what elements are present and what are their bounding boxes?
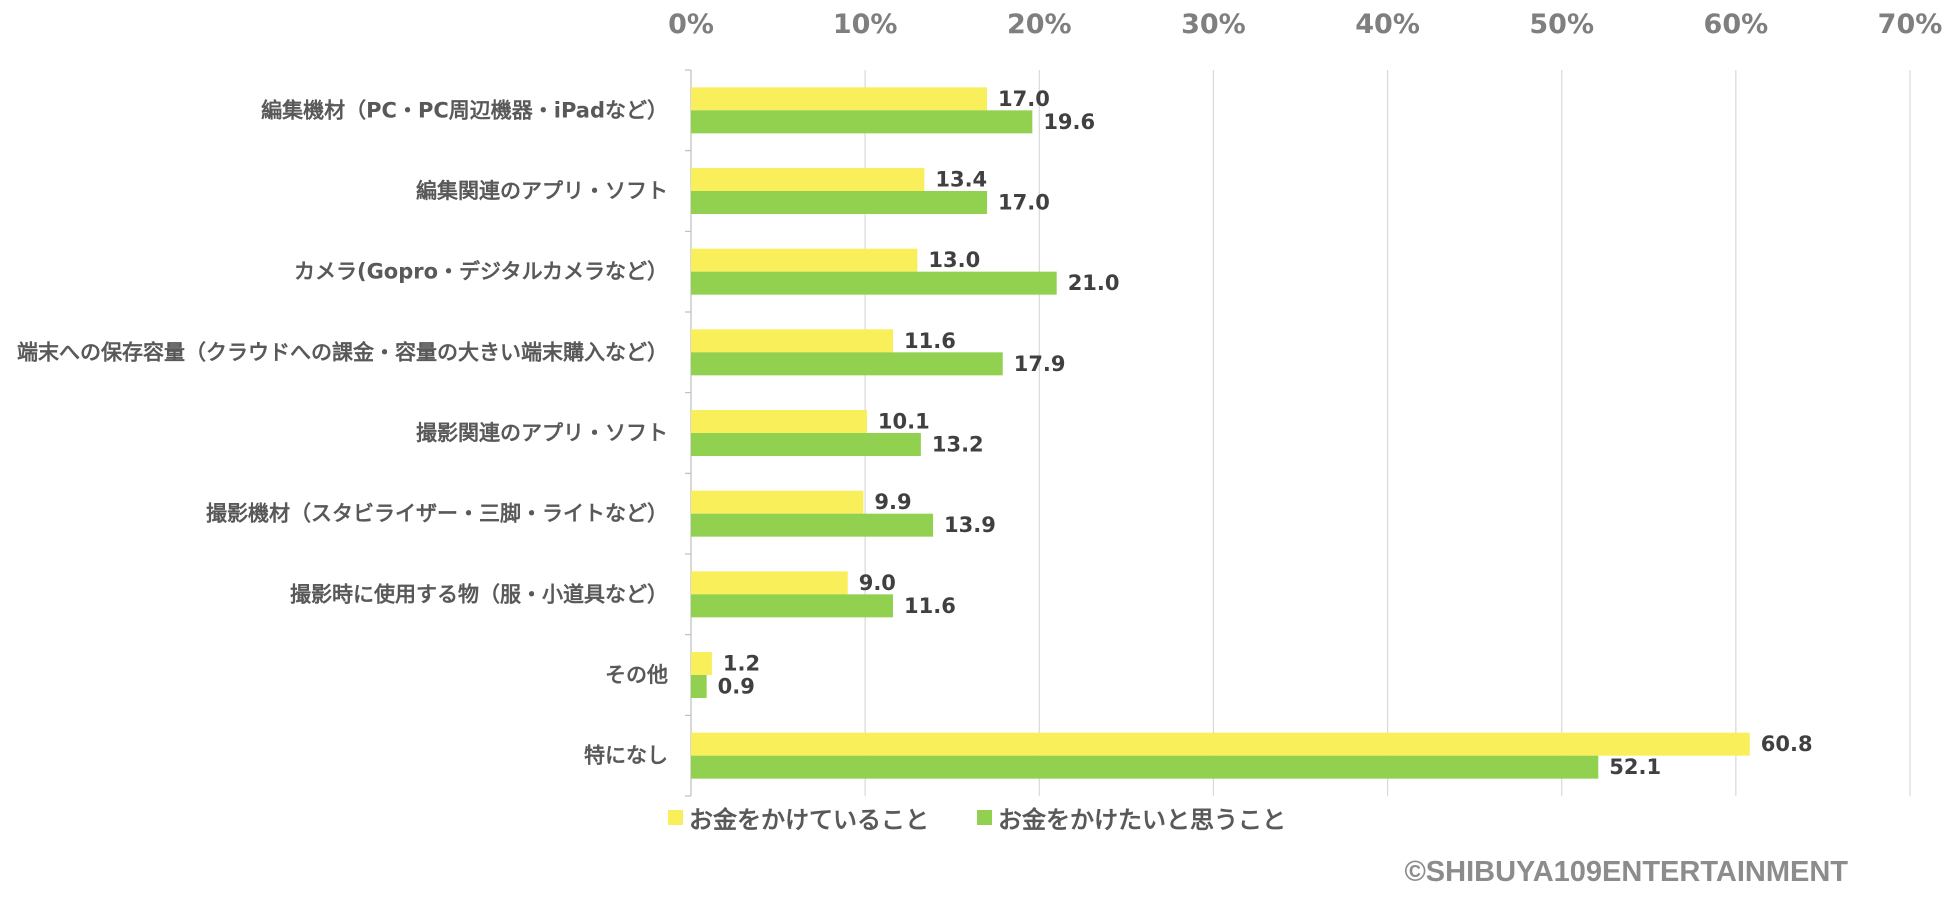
bar — [691, 110, 1033, 134]
category-label: 編集関連のアプリ・ソフト — [416, 179, 668, 203]
category-label: 端末への保存容量（クラウドへの課金・容量の大きい端末購入など） — [17, 340, 668, 364]
legend: お金をかけていること お金をかけたいと思うこと — [668, 800, 1286, 835]
bar — [691, 571, 848, 595]
bar — [691, 652, 712, 675]
x-tick-label: 60% — [1704, 9, 1769, 40]
category-label: 撮影関連のアプリ・ソフト — [416, 421, 668, 445]
data-label: 11.6 — [904, 329, 956, 353]
bar — [691, 271, 1057, 295]
bar — [691, 352, 1003, 376]
data-label: 52.1 — [1609, 755, 1661, 779]
x-tick-label: 40% — [1355, 9, 1420, 40]
data-label: 9.9 — [874, 490, 911, 514]
legend-label-series-1: お金をかけていること — [689, 806, 929, 834]
data-label: 60.8 — [1761, 732, 1813, 756]
data-label: 13.2 — [932, 433, 984, 457]
bar — [691, 168, 925, 191]
data-label: 17.0 — [998, 191, 1050, 215]
x-tick-label: 70% — [1878, 9, 1943, 40]
data-label: 21.0 — [1068, 271, 1120, 295]
legend-label-series-2: お金をかけたいと思うこと — [998, 806, 1286, 834]
x-tick-label: 50% — [1529, 9, 1594, 40]
bar — [691, 410, 867, 433]
x-tick-label: 30% — [1181, 9, 1246, 40]
bar — [691, 594, 894, 618]
data-label: 13.0 — [928, 248, 980, 272]
category-label: カメラ(Gopro・デジタルカメラなど） — [294, 260, 668, 284]
legend-item-series-2: お金をかけたいと思うこと — [977, 800, 1286, 835]
x-tick-label: 0% — [668, 9, 714, 40]
data-label: 19.6 — [1043, 110, 1095, 134]
category-label: 撮影機材（スタビライザー・三脚・ライトなど） — [206, 502, 668, 526]
bar — [691, 87, 988, 111]
data-label: 10.1 — [878, 410, 930, 434]
data-label: 17.9 — [1014, 352, 1066, 376]
bar — [691, 490, 864, 514]
data-label: 0.9 — [718, 675, 755, 699]
bar — [691, 513, 934, 537]
x-tick-label: 10% — [833, 9, 898, 40]
category-label: その他 — [605, 663, 668, 687]
legend-item-series-1: お金をかけていること — [668, 800, 929, 835]
category-label: 特になし — [584, 744, 668, 768]
data-label: 13.4 — [935, 168, 987, 192]
data-label: 1.2 — [723, 652, 760, 676]
bar — [691, 755, 1599, 779]
bar — [691, 191, 988, 214]
data-label: 11.6 — [904, 594, 956, 618]
x-tick-label: 20% — [1007, 9, 1072, 40]
legend-swatch-series-2 — [977, 810, 992, 825]
category-label: 撮影時に使用する物（服・小道具など） — [290, 582, 668, 606]
bar — [691, 329, 894, 353]
bar — [691, 675, 707, 698]
data-label: 9.0 — [859, 571, 896, 595]
bar — [691, 732, 1750, 756]
bar — [691, 433, 921, 456]
category-label: 編集機材（PC・PC周辺機器・iPadなど） — [261, 98, 668, 122]
data-label: 17.0 — [998, 87, 1050, 111]
bar — [691, 248, 918, 272]
data-label: 13.9 — [944, 513, 996, 537]
copyright: ©SHIBUYA109ENTERTAINMENT — [1404, 856, 1848, 888]
legend-swatch-series-1 — [668, 810, 683, 825]
